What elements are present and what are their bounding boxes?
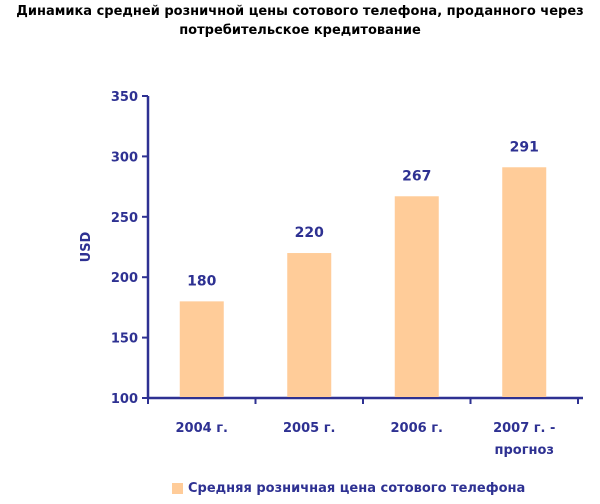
y-tick-label: 150	[111, 332, 138, 347]
bar	[394, 196, 439, 397]
data-label: 220	[295, 225, 324, 241]
y-tick-label: 200	[111, 271, 138, 286]
y-tick-label: 350	[111, 90, 138, 105]
bar	[179, 301, 224, 397]
data-label: 291	[510, 139, 539, 155]
bar	[287, 253, 332, 397]
y-tick-label: 250	[111, 211, 138, 226]
data-label: 267	[402, 168, 431, 184]
data-label: 180	[187, 273, 216, 289]
x-tick-label: 2004 г.	[176, 421, 228, 436]
legend-swatch	[172, 483, 183, 494]
legend-label: Средняя розничная цена сотового телефона	[188, 481, 526, 496]
x-tick-label: 2005 г.	[283, 421, 335, 436]
y-tick-label: 300	[111, 150, 138, 165]
y-axis-label: USD	[79, 231, 94, 262]
bar	[502, 167, 547, 397]
x-tick-label: прогноз	[495, 443, 554, 458]
y-tick-label: 100	[111, 392, 138, 407]
legend: Средняя розничная цена сотового телефона	[172, 481, 525, 496]
x-tick-label: 2007 г. -	[493, 421, 555, 436]
x-tick-label: 2006 г.	[391, 421, 443, 436]
chart-title: Динамика средней розничной цены сотового…	[16, 4, 584, 38]
